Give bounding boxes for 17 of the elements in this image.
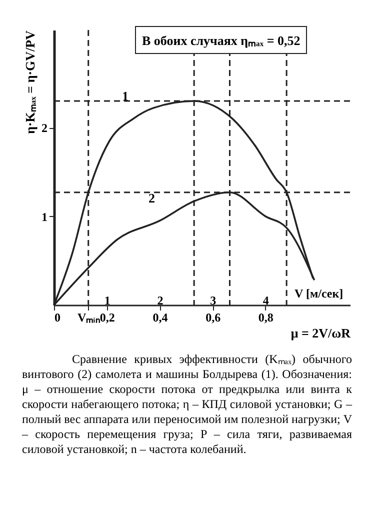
x-tick-label: 0,6 bbox=[206, 310, 221, 324]
x2-axis-title: V [м/сек] bbox=[294, 286, 344, 300]
x-tick-label: 0 bbox=[54, 310, 60, 324]
x2-tick-label: 2 bbox=[157, 294, 164, 308]
x-tick-label: Vₘᵢₙ bbox=[77, 310, 100, 324]
x2-tick-label: 3 bbox=[210, 294, 216, 308]
x2-tick-label: 4 bbox=[262, 294, 269, 308]
series-label: 1 bbox=[122, 88, 129, 104]
x-tick-label: 0,2 bbox=[100, 310, 115, 324]
y-axis-title: η·Kₘₐₓ = η·GV/PV bbox=[22, 30, 38, 134]
x-tick-label: 0,8 bbox=[258, 310, 274, 324]
x-tick-label: 0,4 bbox=[152, 310, 168, 324]
series-label: 2 bbox=[148, 190, 155, 206]
x-axis-title: μ = 2V/ωR bbox=[290, 326, 352, 340]
x2-tick-label: 1 bbox=[104, 294, 110, 308]
annotation: В обоих случаях ηₘₐₓ = 0,52 bbox=[135, 26, 308, 54]
text: Сравнение кривых эффективности (Kₘₐₓ) обычного винтового (2) самолета и машины Болдырева (1). Обозначения: μ – отношение скорости потока от предкрылка или винта к скорости набегающего потока; η – КПД силовой установки; G – полный вес аппарата или переносимой им полезной нагрузки; V – скорость перемещения груза; P – сила тяги, развиваемая силовой установкой; n – частота колебаний. bbox=[22, 352, 352, 457]
